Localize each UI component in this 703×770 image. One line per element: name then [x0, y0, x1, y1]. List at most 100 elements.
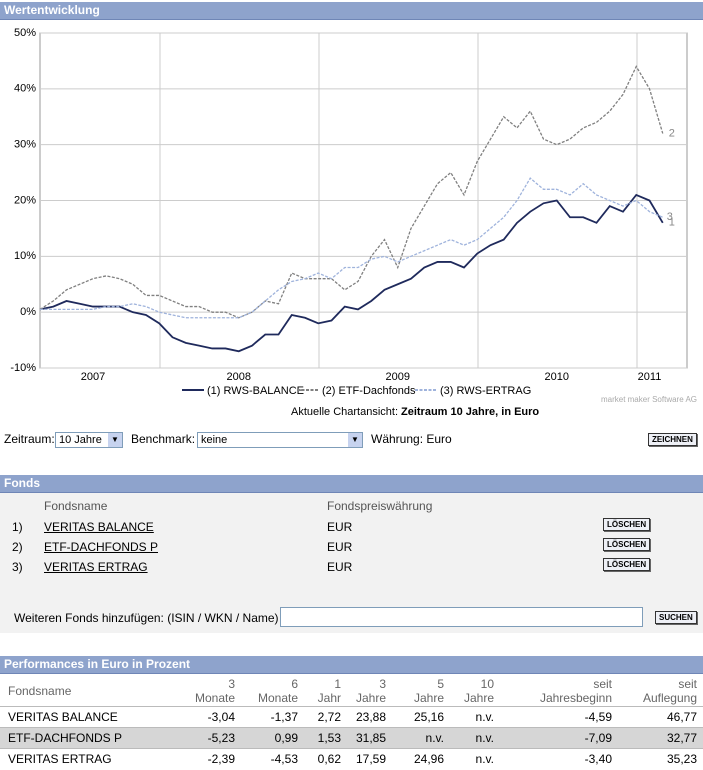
chart: market maker Software AG Aktuelle Charta…	[10, 27, 697, 418]
y-tick-label: 0%	[20, 306, 36, 318]
delete-button[interactable]: LÖSCHEN	[603, 518, 651, 531]
section-header: Performances in Euro in Prozent	[0, 656, 703, 674]
end-label: 1	[669, 217, 675, 229]
column-header: Fondsname	[8, 684, 72, 698]
section-header: Wertentwicklung	[0, 2, 703, 20]
legend-entry: (1) RWS-BALANCE	[207, 385, 304, 397]
label: Benchmark:	[131, 432, 196, 446]
column-header: 1	[334, 677, 341, 691]
column-header: Fondspreiswährung	[327, 499, 433, 513]
y-tick-label: 20%	[14, 194, 36, 206]
column-header: Jahre	[413, 691, 444, 705]
table-cell: -4,59	[584, 710, 612, 724]
credit: market maker Software AG	[601, 395, 697, 404]
y-tick-label: 40%	[14, 83, 36, 95]
search-input[interactable]	[280, 607, 643, 627]
table-cell: 32,77	[666, 731, 697, 745]
column-header: Jahresbeginn	[539, 691, 612, 705]
row-number: 3)	[12, 560, 23, 574]
y-tick-label: 30%	[14, 139, 36, 151]
table-cell: VERITAS ERTRAG	[8, 752, 112, 766]
column-header: seit	[593, 677, 612, 691]
legend-entry: (3) RWS-ERTRAG	[440, 385, 531, 397]
table-cell: n.v.	[475, 710, 494, 724]
row-separator	[0, 748, 703, 749]
end-label: 2	[669, 127, 675, 139]
row-number: 1)	[12, 520, 23, 534]
benchmark-select[interactable]: keine ▼	[197, 432, 363, 448]
fund-link[interactable]: ETF-DACHFONDS P	[44, 540, 158, 554]
fund-link[interactable]: VERITAS ERTRAG	[44, 560, 148, 574]
table-cell: 2,72	[317, 710, 341, 724]
column-header: 3	[228, 677, 235, 691]
currency: EUR	[327, 540, 353, 554]
column-header: Jahre	[355, 691, 386, 705]
column-header: Monate	[257, 691, 298, 705]
series-line	[40, 177, 664, 319]
y-tick-label: 10%	[14, 250, 36, 262]
table-cell: 24,96	[413, 752, 444, 766]
table-cell: -4,53	[270, 752, 298, 766]
table-cell: n.v.	[475, 752, 494, 766]
zeitraum-select[interactable]: 10 Jahre ▼	[55, 432, 123, 448]
draw-button[interactable]: ZEICHNEN	[648, 433, 697, 446]
x-tick-label: 2009	[386, 371, 410, 383]
table-cell: 35,23	[666, 752, 697, 766]
table-cell: 0,62	[317, 752, 341, 766]
caption: Zeitraum 10 Jahre, in Euro	[401, 406, 539, 418]
label: Währung: Euro	[371, 432, 452, 446]
currency: EUR	[327, 520, 353, 534]
end-label: 3	[667, 211, 673, 223]
table-cell: ETF-DACHFONDS P	[8, 731, 122, 745]
column-header: Jahr	[317, 691, 341, 705]
table-cell: 0,99	[274, 731, 298, 745]
table-cell: -5,23	[207, 731, 235, 745]
x-tick-label: 2011	[638, 371, 662, 383]
row-separator	[0, 727, 703, 728]
table-cell: n.v.	[425, 731, 444, 745]
table-cell: 17,59	[355, 752, 386, 766]
table-cell: -2,39	[207, 752, 235, 766]
table-cell: -3,04	[207, 710, 235, 724]
y-tick-label: 50%	[14, 27, 36, 39]
row-separator	[0, 706, 703, 707]
currency: EUR	[327, 560, 353, 574]
column-header: Monate	[194, 691, 235, 705]
search-button[interactable]: SUCHEN	[655, 611, 697, 624]
series-line	[39, 193, 664, 353]
x-tick-label: 2010	[545, 371, 569, 383]
column-header: 3	[379, 677, 386, 691]
x-tick-label: 2008	[227, 371, 251, 383]
select-value: 10 Jahre	[59, 434, 102, 446]
table-cell: 1,53	[317, 731, 341, 745]
column-header: seit	[678, 677, 697, 691]
table-cell: -1,37	[270, 710, 298, 724]
column-header: Jahre	[463, 691, 494, 705]
table-cell: 25,16	[413, 710, 444, 724]
table-cell: VERITAS BALANCE	[8, 710, 118, 724]
column-header: 6	[291, 677, 298, 691]
caption-prefix: Aktuelle Chartansicht:	[291, 406, 398, 418]
table-cell: -3,40	[584, 752, 612, 766]
performance-table: Fondsname 3 Monate 6 Monate 1 Jahr 3 Jahre 5 Jahre…	[0, 674, 703, 770]
column-header: 10	[480, 677, 494, 691]
legend-entry: (2) ETF-Dachfonds	[322, 385, 416, 397]
table-cell: -7,09	[584, 731, 612, 745]
column-header: Fondsname	[44, 499, 108, 513]
delete-button[interactable]: LÖSCHEN	[603, 538, 651, 551]
fund-link[interactable]: VERITAS BALANCE	[44, 520, 154, 534]
section-header: Fonds	[0, 475, 703, 493]
label: Weiteren Fonds hinzufügen: (ISIN / WKN /…	[14, 611, 279, 625]
label: Zeitraum:	[4, 432, 55, 446]
table-cell: n.v.	[475, 731, 494, 745]
x-tick-label: 2007	[81, 371, 105, 383]
fonds-section: Fondsname Fondspreiswährung Weiteren Fon…	[0, 493, 703, 633]
row-background	[0, 728, 703, 748]
select-value: keine	[201, 434, 228, 446]
series-line	[39, 65, 664, 319]
table-cell: 31,85	[355, 731, 386, 745]
column-header: Auflegung	[642, 691, 697, 705]
row-number: 2)	[12, 540, 23, 554]
delete-button[interactable]: LÖSCHEN	[603, 558, 651, 571]
